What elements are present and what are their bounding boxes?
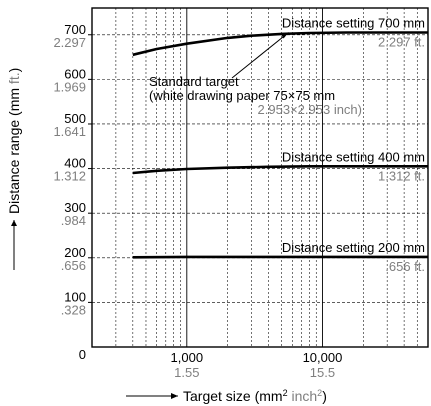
series-label: Distance setting 400 mm <box>282 149 425 164</box>
annotation-line-1: Standard target <box>149 74 239 89</box>
y-tick-label-ft: 1.969 <box>53 79 86 94</box>
x-tick-label-mm2: 1,000 <box>171 350 204 365</box>
y-tick-label-ft: 1.641 <box>53 124 86 139</box>
series-labels: Distance setting 700 mm 2.297 ft. Distance… <box>149 16 425 274</box>
y-tick-label-mm: 300 <box>64 200 86 215</box>
series-layer <box>132 31 428 259</box>
annotation-line-3: 2.953×2.953 inch) <box>258 102 362 117</box>
y-axis-title-group: Distance range (mm ft.) <box>6 68 22 270</box>
annotation-arrow-head <box>280 32 289 39</box>
y-tick-label-mm: 500 <box>64 111 86 126</box>
series-line <box>132 165 428 175</box>
y-tick-label-mm: 600 <box>64 66 86 81</box>
series-label-ft: 2.297 ft. <box>378 35 425 50</box>
y-axis-title: Distance range (mm ft.) <box>6 68 22 214</box>
y-tick-label-ft: .656 <box>61 258 86 273</box>
y-tick-label-zero: 0 <box>79 347 86 362</box>
x-tick-label-inch2: 1.55 <box>174 365 199 380</box>
y-tick-label-mm: 200 <box>64 245 86 260</box>
x-axis-title: Target size (mm2 inch2) <box>183 388 327 404</box>
y-tick-label-mm: 400 <box>64 156 86 171</box>
y-tick-label-ft: .328 <box>61 302 86 317</box>
y-tick-label-ft: .984 <box>61 213 86 228</box>
annotation-leader-line <box>231 32 289 79</box>
plot-background <box>92 8 428 347</box>
x-tick-label-mm2: 10,000 <box>303 350 343 365</box>
y-tick-label-mm: 100 <box>64 289 86 304</box>
plot-frame <box>91 7 429 348</box>
y-tick-label-mm: 700 <box>64 22 86 37</box>
series-label: Distance setting 200 mm <box>282 240 425 255</box>
series-label-ft: 1.312 ft. <box>378 168 425 183</box>
series-line <box>132 31 428 57</box>
x-tick-label-inch2: 15.5 <box>310 365 335 380</box>
series-label: Distance setting 700 mm <box>282 16 425 31</box>
y-tick-label-ft: 1.312 <box>53 169 86 184</box>
annotation-line-2: (white drawing paper 75×75 mm <box>149 88 335 103</box>
y-tick-label-ft: 2.297 <box>53 35 86 50</box>
y-axis-title-arrow-head <box>11 220 17 226</box>
series-label-ft: .656 ft. <box>385 259 425 274</box>
x-axis-title-arrow-head <box>171 393 178 399</box>
